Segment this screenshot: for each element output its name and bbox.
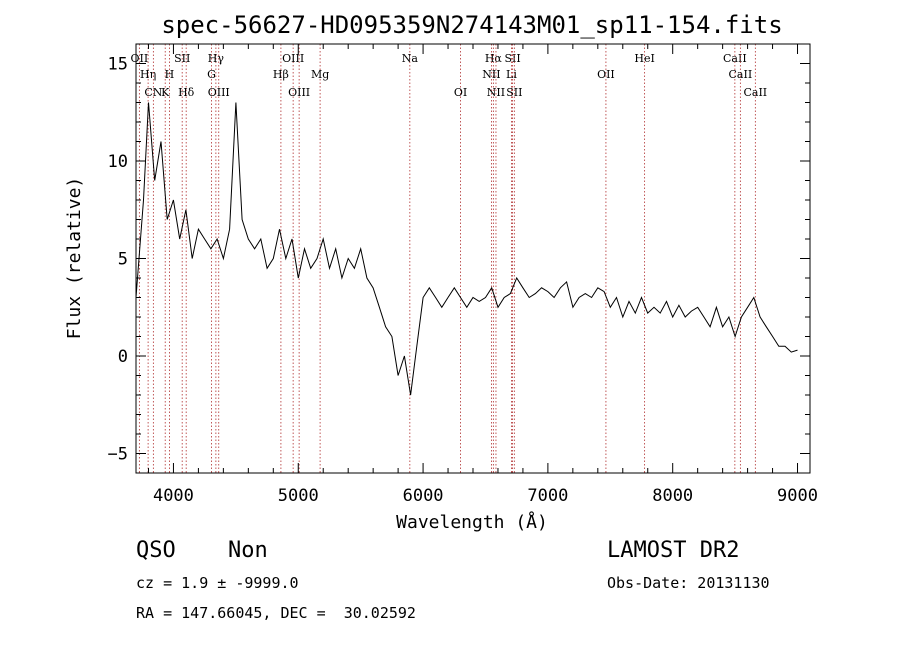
- survey-label: LAMOST DR2: [607, 538, 740, 563]
- x-tick-label-2: 6000: [403, 486, 444, 506]
- y-tick-label-4: 15: [108, 55, 128, 75]
- cz-text: cz = 1.9 ± -9999.0: [136, 574, 299, 592]
- line-label-9: OIII: [208, 86, 230, 99]
- y-tick-label-2: 5: [118, 250, 128, 270]
- obs-date: Obs-Date: 20131130: [607, 574, 770, 592]
- emission-lines: OIIHηCNKHSIIHδHγGOIIIHβOIIIOIIIMgNaOIHαN…: [131, 44, 767, 473]
- y-axis-label: Flux (relative): [64, 177, 85, 340]
- plot-frame: [135, 43, 811, 474]
- line-label-19: SII: [504, 52, 520, 65]
- series-line-0: [135, 102, 798, 396]
- x-axis: 4000 5000 6000 7000 8000 9000: [147, 44, 818, 506]
- y-tick-label-0: −5: [108, 445, 128, 465]
- line-label-5: SII: [174, 52, 190, 65]
- line-label-24: CaII: [723, 52, 747, 65]
- line-label-2: CN: [144, 86, 162, 99]
- line-label-4: H: [165, 68, 175, 81]
- chart-title: spec-56627-HD095359N274143M01_sp11-154.f…: [161, 11, 782, 39]
- x-tick-label-5: 9000: [777, 486, 818, 506]
- line-label-22: OII: [597, 68, 615, 81]
- line-label-21: SII: [506, 86, 522, 99]
- x-tick-label-4: 8000: [652, 486, 693, 506]
- line-label-25: CaII: [729, 68, 753, 81]
- line-label-26: CaII: [743, 86, 767, 99]
- radec-text: RA = 147.66045, DEC = 30.02592: [136, 604, 416, 622]
- line-label-13: Mg: [311, 68, 329, 81]
- line-label-12: OIII: [288, 86, 310, 99]
- line-label-16: Hα: [485, 52, 503, 65]
- x-tick-label-3: 7000: [527, 486, 568, 506]
- line-label-11: OIII: [282, 52, 304, 65]
- class-label: QSO: [136, 538, 176, 563]
- line-label-18: NII: [487, 86, 505, 99]
- line-label-10: Hβ: [273, 68, 289, 81]
- y-axis: −5 0 5 10 15: [108, 43, 810, 474]
- y-tick-label-1: 0: [118, 347, 128, 367]
- line-label-20: Li: [506, 68, 517, 81]
- line-label-8: G: [207, 68, 216, 81]
- line-label-23: HeI: [634, 52, 654, 65]
- line-label-7: Hγ: [208, 52, 225, 65]
- line-label-14: Na: [402, 52, 419, 65]
- y-tick-label-3: 10: [108, 152, 128, 172]
- subclass-label: Non: [228, 538, 268, 563]
- x-axis-label: Wavelength (Å): [396, 511, 548, 533]
- x-tick-label-0: 4000: [153, 486, 194, 506]
- x-tick-label-1: 5000: [278, 486, 319, 506]
- line-label-6: Hδ: [178, 86, 195, 99]
- spectrum-chart: spec-56627-HD095359N274143M01_sp11-154.f…: [64, 11, 818, 533]
- line-label-0: OII: [131, 52, 149, 65]
- line-label-17: NII: [482, 68, 500, 81]
- line-label-3: K: [161, 86, 170, 99]
- line-label-15: OI: [454, 86, 467, 99]
- line-label-1: Hη: [140, 68, 156, 81]
- spectrum-series: [135, 102, 798, 396]
